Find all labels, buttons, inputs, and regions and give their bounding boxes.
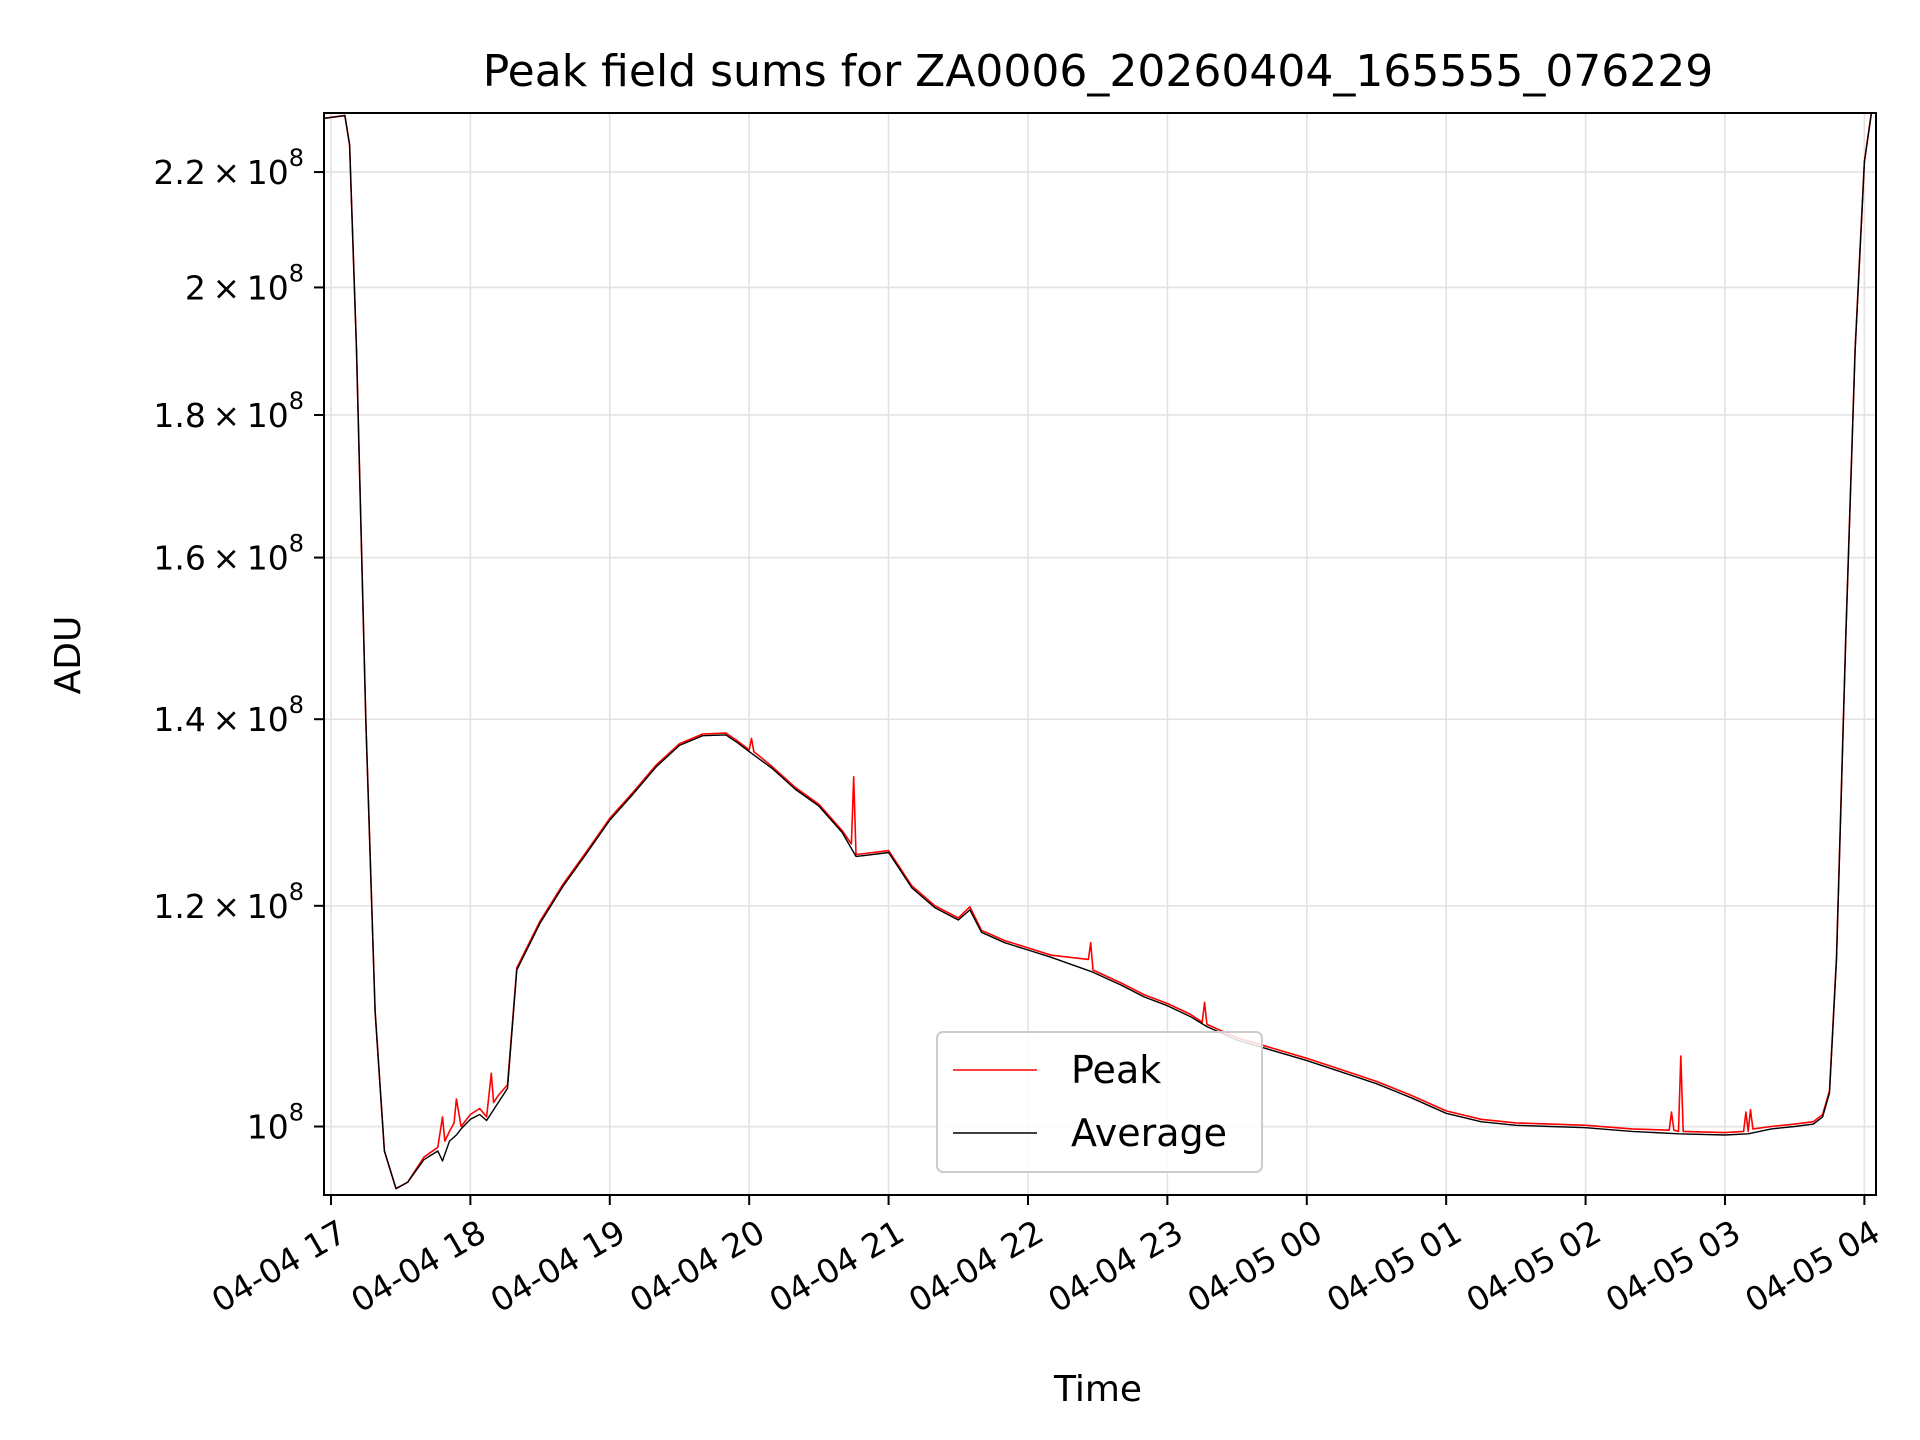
legend-label: Peak: [1071, 1048, 1161, 1092]
y-tick-label: 1.2 × 108: [153, 878, 304, 926]
x-tick-label: 04-05 00: [1181, 1212, 1329, 1320]
x-tick-label: 04-04 22: [902, 1212, 1050, 1320]
y-axis-label: ADU: [48, 616, 89, 695]
series-line-peak: [323, 112, 1876, 1190]
legend-box: [936, 1031, 1263, 1173]
y-tick-label: 2 × 108: [185, 259, 304, 307]
x-tick-label: 04-04 20: [623, 1212, 771, 1320]
y-tick-label: 1.6 × 108: [153, 530, 304, 578]
y-tick-label: 1.8 × 108: [153, 387, 304, 435]
x-tick-label: 04-05 03: [1599, 1212, 1747, 1320]
legend-label: Average: [1071, 1111, 1227, 1155]
x-tick-label: 04-04 23: [1041, 1212, 1189, 1320]
legend: Peak Average: [936, 1031, 1263, 1173]
x-tick-label: 04-04 17: [205, 1212, 353, 1320]
x-tick-label: 04-04 18: [344, 1212, 492, 1320]
y-tick-label: 2.2 × 108: [153, 144, 304, 192]
chart-title: Peak field sums for ZA0006_20260404_1655…: [483, 46, 1714, 97]
x-tick-label: 04-05 02: [1460, 1212, 1608, 1320]
x-tick-label: 04-05 01: [1320, 1212, 1468, 1320]
series-line-average: [323, 112, 1876, 1190]
series-layer: [323, 112, 1876, 1190]
x-tick-label: 04-05 04: [1738, 1212, 1886, 1320]
plot-frame: [323, 112, 1877, 1196]
x-tick-label: 04-04 19: [484, 1212, 632, 1320]
x-tick-label: 04-04 21: [763, 1212, 911, 1320]
y-tick-label: 1.4 × 108: [153, 691, 304, 739]
x-axis-label: Time: [1053, 1369, 1142, 1410]
y-axis: 108 1.2 × 108 1.4 × 108 1.6 × 108 1.8 × 108 2…: [153, 144, 324, 1147]
y-tick-label: 108: [247, 1099, 304, 1147]
